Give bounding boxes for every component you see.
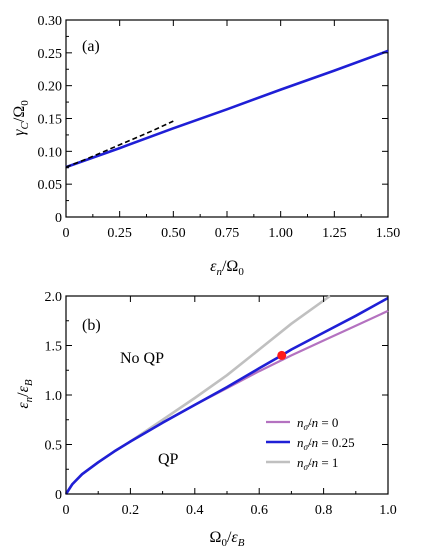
x-axis-label-b: Ω0/εB [210, 529, 245, 549]
y-axis-label-b: εn/εB [15, 379, 35, 409]
x-tick-label: 0.6 [250, 503, 268, 518]
x-tick-label: 0 [63, 503, 70, 518]
x-axis-label-a: εn/Ω0 [210, 258, 244, 278]
panel-label-b: (b) [82, 317, 101, 334]
y-tick-label: 1.5 [45, 340, 63, 355]
legend-label-0: nσ̃/n = 0 [297, 415, 338, 432]
region-label-no-qp: No QP [120, 350, 164, 367]
series-line-1 [65, 120, 174, 168]
y-tick-label: 2.0 [45, 290, 63, 305]
svg-text:nσ̃/n = 0.25: nσ̃/n = 0.25 [297, 435, 355, 452]
x-tick-label: 0.8 [315, 503, 333, 518]
svg-text:εn/εB: εn/εB [15, 379, 35, 409]
plot-frame-a [65, 19, 389, 218]
x-tick-label: 1.25 [322, 226, 347, 241]
region-label-qp: QP [158, 451, 179, 468]
y-tick-label: 0.20 [38, 80, 63, 95]
y-tick-label: 0.5 [45, 439, 63, 454]
y-tick-label: 0.10 [38, 145, 63, 160]
series-line-0 [65, 49, 389, 169]
y-tick-label: 0.05 [38, 178, 63, 193]
y-tick-label: 1.0 [45, 389, 63, 404]
series-line-1 [64, 296, 389, 495]
panel-b: 0 0.2 0.4 0.6 0.8 1.000.51.01.52.0 (b) No QP … [15, 290, 397, 549]
x-tick-label: 0.50 [161, 226, 186, 241]
legend-label-1: nσ̃/n = 0.25 [297, 435, 355, 452]
y-axis-label-a: γC/Ω0 [11, 100, 31, 136]
x-tick-label: 1.50 [376, 226, 401, 241]
svg-text:γC/Ω0: γC/Ω0 [11, 100, 31, 136]
panel-a: 0 0.25 0.50 0.75 1.00 1.25 1.50 0 0.05 0.10 0.15 0.… [11, 14, 400, 278]
x-tick-label: 0.2 [122, 503, 140, 518]
y-tick-label: 0.15 [38, 113, 63, 128]
svg-text:nσ̃/n = 0: nσ̃/n = 0 [297, 415, 338, 432]
x-tick-label: 1.00 [268, 226, 293, 241]
series-line-2 [64, 294, 331, 495]
y-tick-label: 0 [55, 211, 62, 226]
y-tick-label: 0.30 [38, 14, 63, 29]
critical-point-marker [277, 350, 287, 360]
y-tick-label: 0.25 [38, 47, 63, 62]
legend-label-2: nσ̃/n = 1 [297, 455, 338, 472]
x-tick-label: 0.75 [215, 226, 240, 241]
x-tick-label: 0.4 [186, 503, 204, 518]
series-line-0 [65, 309, 389, 495]
x-tick-label: 1.0 [379, 503, 397, 518]
panel-label-a: (a) [82, 38, 100, 55]
svg-text:Ω0/εB: Ω0/εB [210, 529, 245, 549]
y-tick-label: 0 [55, 488, 62, 503]
plot-frame-b [65, 295, 389, 495]
legend: nσ̃/n = 0 nσ̃/n = 0.25 nσ̃/n = 1 [266, 415, 355, 472]
x-tick-label: 0 [63, 226, 70, 241]
svg-text:εn/Ω0: εn/Ω0 [210, 258, 244, 278]
svg-text:nσ̃/n = 1: nσ̃/n = 1 [297, 455, 338, 472]
x-tick-label: 0.25 [107, 226, 132, 241]
